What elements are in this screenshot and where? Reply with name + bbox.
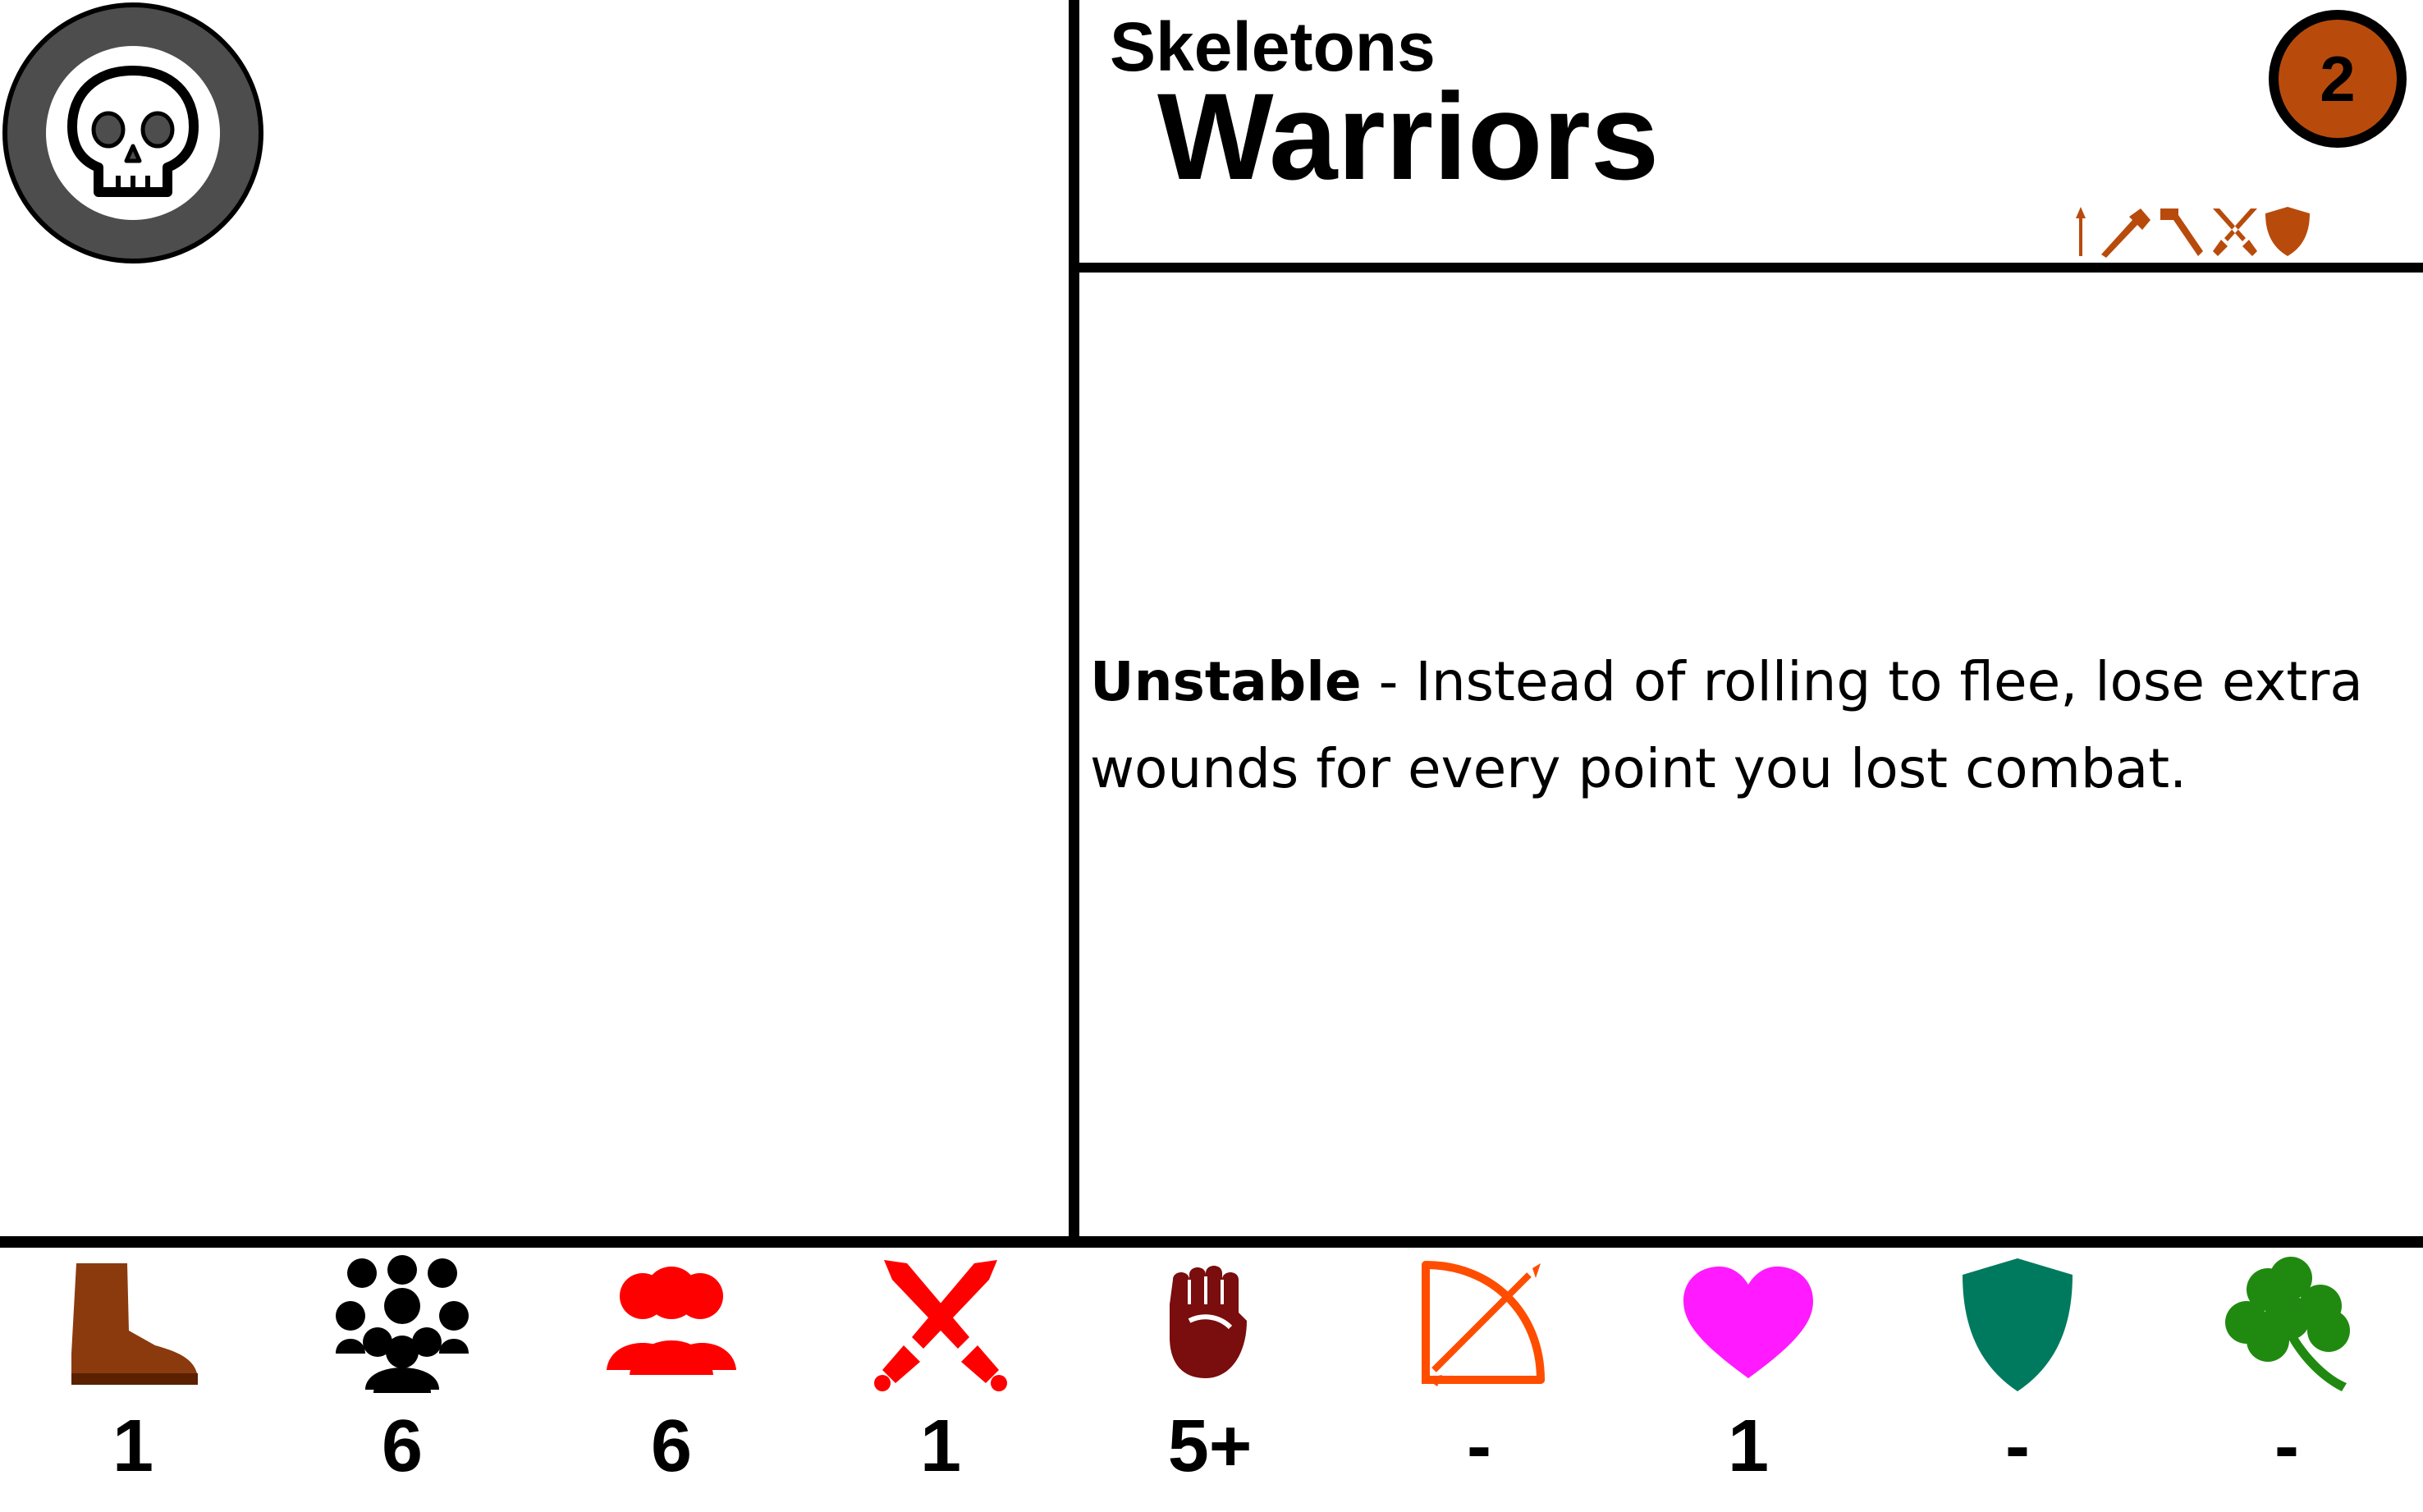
- ability-text: Instead of rolling to flee, lose extra w…: [1090, 650, 2363, 800]
- stat-health-value: 1: [1727, 1405, 1770, 1487]
- stat-ranged-value: -: [1467, 1405, 1491, 1487]
- faction-name: Skeletons: [1110, 8, 1436, 85]
- spear-icon: [2076, 207, 2086, 256]
- faction-badge: [2, 2, 264, 264]
- stats-divider: [0, 1236, 2423, 1248]
- stat-wounds-value: 6: [650, 1405, 693, 1487]
- stat-luck-value: -: [2274, 1405, 2299, 1487]
- equipment-icons: [2068, 200, 2311, 258]
- stat-strength-value: 5+: [1167, 1405, 1253, 1487]
- stat-attacks-value: 1: [919, 1405, 962, 1487]
- ability-separator: -: [1361, 650, 1416, 713]
- cost-badge: 2: [2269, 10, 2407, 148]
- skull-icon: [2, 2, 263, 263]
- group-icon: [328, 1251, 476, 1399]
- heart-icon: [1674, 1251, 1822, 1399]
- crossed-swords-icon: [2213, 208, 2257, 256]
- ability-description: Unstable - Instead of rolling to flee, l…: [1090, 639, 2370, 813]
- boot-icon: [59, 1251, 207, 1399]
- crossed-swords-icon: [867, 1251, 1015, 1399]
- clover-icon: [2213, 1251, 2361, 1399]
- bow-icon: [1405, 1251, 1553, 1399]
- hammer-icon: [2160, 208, 2203, 256]
- ability-name: Unstable: [1090, 650, 1362, 713]
- shield-icon: [1944, 1251, 2091, 1399]
- vertical-divider: [1069, 0, 1079, 1241]
- people-icon: [598, 1251, 745, 1399]
- shield-icon: [2265, 207, 2310, 256]
- stat-move-value: 1: [112, 1405, 154, 1487]
- stat-save-value: -: [2005, 1405, 2030, 1487]
- fist-icon: [1136, 1251, 1284, 1399]
- unit-name: Warriors: [1157, 67, 1660, 205]
- axe-icon: [2101, 208, 2150, 258]
- header-divider: [1079, 263, 2423, 273]
- stat-models-value: 6: [381, 1405, 424, 1487]
